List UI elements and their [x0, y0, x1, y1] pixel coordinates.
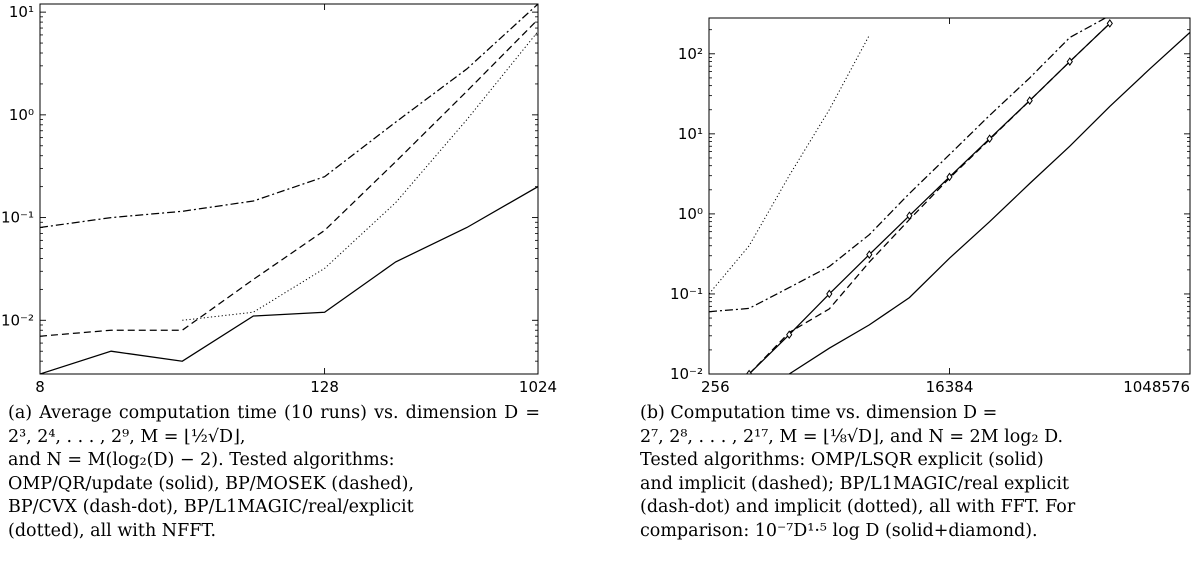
plot-area	[709, 18, 1190, 374]
x-tick-label: 1024	[519, 378, 557, 396]
series-line-solid	[788, 31, 1190, 374]
series-line-dotted	[709, 35, 870, 295]
y-tick-label: 10⁻²	[670, 365, 703, 383]
y-tick-label: 10⁰	[678, 205, 703, 223]
diamond-marker	[946, 172, 953, 182]
axes-frame	[39, 3, 539, 375]
caption-b-line: (dash-dot) and implicit (dotted), all wi…	[640, 497, 1076, 517]
diamond-marker	[906, 211, 913, 221]
series-line-solid	[40, 186, 538, 374]
x-tick-label: 16384	[926, 378, 974, 396]
x-tick-label: 256	[701, 378, 730, 396]
series-line-dash-dot	[40, 4, 538, 229]
plot-area	[40, 4, 538, 374]
caption-a-line: (a) Average computation time (10 runs) v…	[8, 403, 540, 447]
caption-a-line: OMP/QR/update (solid), BP/MOSEK (dashed)…	[8, 473, 414, 494]
caption-a-line: (dotted), all with NFFT.	[8, 520, 217, 541]
y-tick-label: 10⁻¹	[670, 285, 703, 303]
caption-b-line: (b) Computation time vs. dimension D =	[640, 403, 998, 423]
caption-b: (b) Computation time vs. dimension D = 2…	[640, 402, 1191, 543]
chart-a: 10⁻² 10⁻¹ 10⁰ 10¹ 8 128 1024	[1, 3, 557, 396]
diamond-marker	[826, 289, 833, 299]
series-line-dashed	[40, 18, 538, 337]
y-tick-label: 10¹	[678, 125, 703, 143]
panel-a: 10⁻² 10⁻¹ 10⁰ 10¹ 8 128 1024	[0, 0, 590, 588]
diamond-marker	[1026, 96, 1033, 105]
panel-b: 10⁻² 10⁻¹ 10⁰ 10¹ 10² 256 16384 1048576	[600, 0, 1199, 588]
series-line-dash-dot	[709, 18, 1107, 313]
x-tick-label: 1048576	[1123, 378, 1190, 396]
caption-a-line: and N = M(log₂(D) − 2). Tested algorithm…	[8, 450, 395, 470]
caption-a: (a) Average computation time (10 runs) v…	[8, 402, 540, 543]
diamond-marker	[1066, 57, 1073, 66]
caption-b-line: and implicit (dashed); BP/L1MAGIC/real e…	[640, 473, 1069, 494]
y-tick-label: 10¹	[9, 3, 34, 21]
series-line-solid-diamond	[748, 22, 1111, 374]
y-tick-label: 10⁻²	[1, 311, 34, 329]
series-line-dotted	[182, 31, 538, 321]
x-tick-label: 128	[310, 378, 339, 396]
diamond-marker	[786, 330, 793, 340]
caption-a-line: BP/CVX (dash-dot), BP/L1MAGIC/real/expli…	[8, 497, 414, 517]
diamond-marker	[1106, 19, 1113, 28]
caption-b-line: comparison: 10⁻⁷D¹·⁵ log D (solid+diamon…	[640, 520, 1038, 541]
y-tick-label: 10⁻¹	[1, 209, 34, 227]
chart-b: 10⁻² 10⁻¹ 10⁰ 10¹ 10² 256 16384 1048576	[670, 17, 1191, 396]
diamond-marker	[745, 369, 753, 374]
diamond-marker	[866, 250, 873, 259]
x-tick-label: 8	[35, 378, 45, 396]
caption-b-line: Tested algorithms: OMP/LSQR explicit (so…	[640, 450, 1044, 470]
y-tick-label: 10⁰	[9, 106, 34, 124]
axes-frame	[708, 17, 1191, 375]
caption-b-line: 2⁷, 2⁸, . . . , 2¹⁷, M = ⌊⅛√D⌋, and N = …	[640, 426, 1064, 447]
y-tick-label: 10²	[678, 45, 703, 63]
diamond-marker	[986, 134, 993, 144]
